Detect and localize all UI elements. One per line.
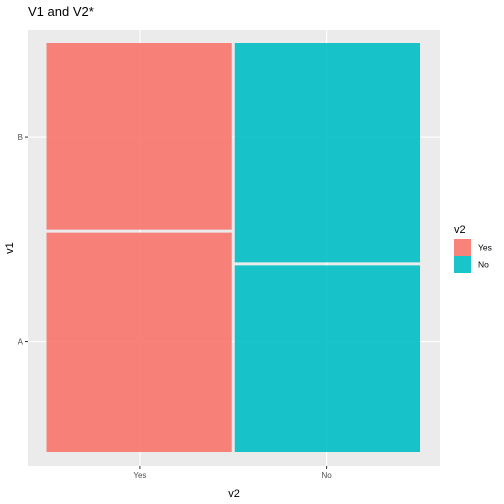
y-axis-title: v1 [4,242,16,254]
legend-label-no: No [478,260,489,270]
y-axis-ticks: AB [18,133,28,347]
x-tick-label: No [322,471,333,480]
mosaic-tiles [46,43,420,452]
y-tick-label: B [18,133,23,142]
tile-no-b [234,43,420,263]
legend: v2 Yes No [454,224,492,273]
legend-label-yes: Yes [478,243,492,253]
x-axis-title: v2 [228,488,240,500]
legend-key-no [454,256,471,273]
x-tick-label: Yes [133,471,146,480]
chart-title: V1 and V2* [28,4,94,19]
legend-items: Yes No [454,239,492,273]
tile-yes-a [46,232,232,452]
legend-key-yes [454,239,471,256]
legend-title: v2 [454,224,466,236]
tile-yes-b [46,43,232,230]
x-axis-ticks: Yes No [133,466,332,480]
tile-no-a [234,265,420,452]
y-tick-label: A [18,338,24,347]
